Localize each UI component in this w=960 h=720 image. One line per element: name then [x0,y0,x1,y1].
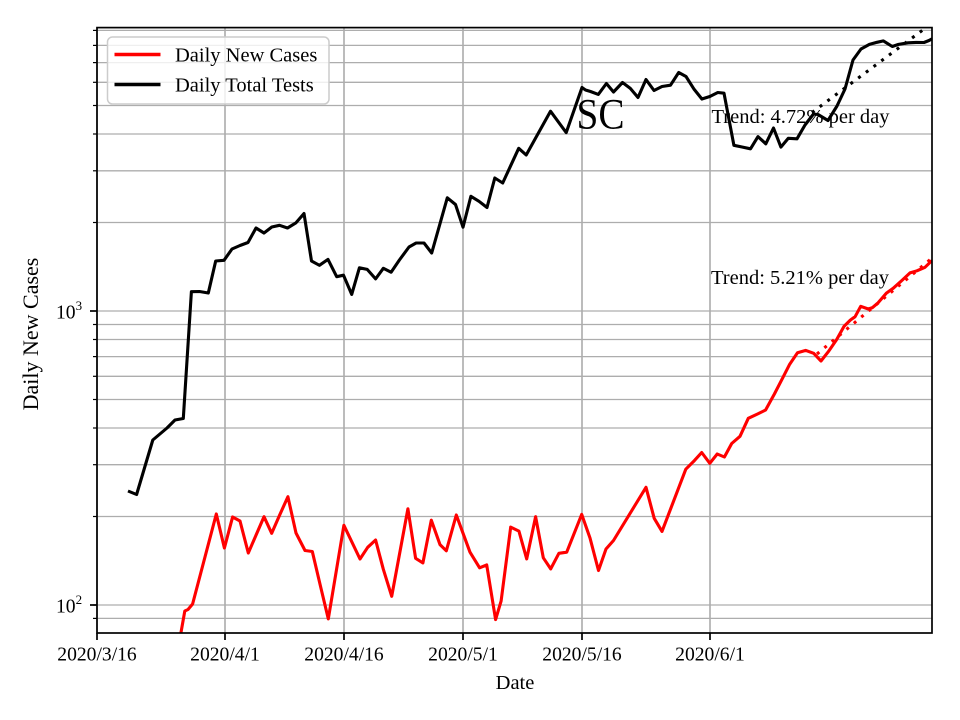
svg-text:Date: Date [496,672,535,694]
svg-text:Daily New Cases: Daily New Cases [18,258,43,411]
svg-text:Trend: 5.21% per day: Trend: 5.21% per day [711,267,890,289]
svg-text:2020/4/1: 2020/4/1 [190,645,260,666]
svg-text:2020/6/1: 2020/6/1 [675,645,745,666]
svg-text:Trend: 4.72% per day: Trend: 4.72% per day [712,106,891,128]
svg-text:Daily New Cases: Daily New Cases [175,45,317,67]
svg-text:2020/5/16: 2020/5/16 [542,645,622,666]
svg-text:2020/4/16: 2020/4/16 [304,645,384,666]
svg-text:SC: SC [577,92,625,139]
svg-text:2020/5/1: 2020/5/1 [428,645,498,666]
svg-text:2020/3/16: 2020/3/16 [57,645,137,666]
svg-text:Daily Total Tests: Daily Total Tests [175,75,314,97]
